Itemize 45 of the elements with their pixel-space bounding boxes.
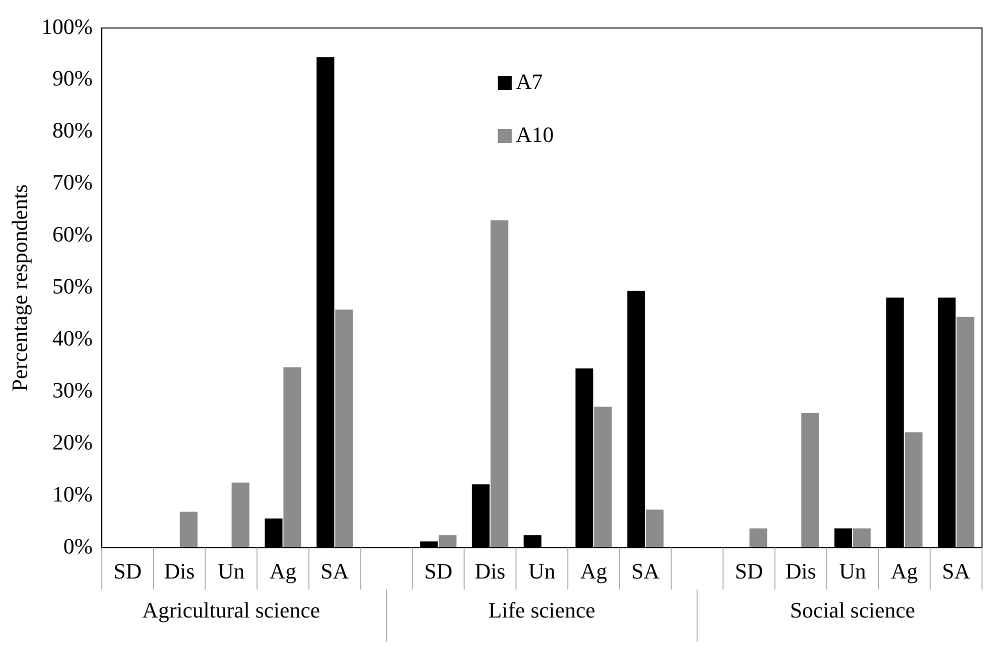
bar: [232, 482, 250, 548]
bar: [956, 316, 974, 548]
text: Social science: [790, 597, 916, 622]
y-tick-label: 60%: [52, 222, 93, 247]
y-tick-label: 40%: [52, 326, 93, 351]
bar: [904, 432, 923, 548]
y-tick-label: 30%: [52, 378, 93, 402]
bar: [335, 310, 353, 548]
y-axis-title: Percentage respondents: [6, 184, 32, 392]
bar: [853, 528, 871, 548]
bar: [749, 528, 768, 548]
bar: [438, 535, 456, 548]
x-tick-label: SA: [942, 558, 970, 584]
x-tick-label: Dis: [785, 558, 816, 584]
x-tick-label: Un: [218, 558, 245, 584]
x-tick-label: Dis: [164, 558, 195, 584]
text: Life science: [488, 597, 596, 622]
x-tick-label: SD: [114, 558, 142, 584]
x-tick-label: Un: [839, 558, 866, 584]
legend-label: A10: [516, 122, 554, 147]
x-tick-label: Dis: [474, 558, 506, 584]
x-tick-label: Ag: [890, 558, 918, 584]
legend-label: A7: [516, 68, 543, 94]
y-tick-label: 70%: [52, 170, 93, 195]
y-tick-label: 90%: [52, 66, 93, 91]
y-tick-label: 100%: [41, 14, 93, 39]
text: Agricultural science: [142, 597, 320, 622]
y-tick-label: 80%: [52, 118, 93, 143]
x-tick-label: SD: [424, 558, 452, 584]
bar: [594, 406, 612, 548]
x-tick-label: SA: [320, 558, 349, 584]
x-tick-label: SD: [734, 558, 764, 584]
bar: [490, 220, 508, 548]
x-tick-label: SA: [631, 558, 660, 584]
x-tick-label: Ag: [580, 558, 608, 584]
bar: [283, 367, 302, 548]
x-tick-label: Ag: [270, 558, 296, 584]
y-tick-label: 20%: [52, 429, 93, 454]
y-tick-label: 10%: [52, 481, 93, 506]
bar: [180, 512, 198, 548]
y-tick-label: 50%: [52, 274, 93, 299]
y-tick-label: 0%: [63, 533, 93, 558]
bar: [801, 413, 819, 548]
x-tick-label: Un: [528, 558, 556, 584]
bar: [646, 510, 664, 548]
